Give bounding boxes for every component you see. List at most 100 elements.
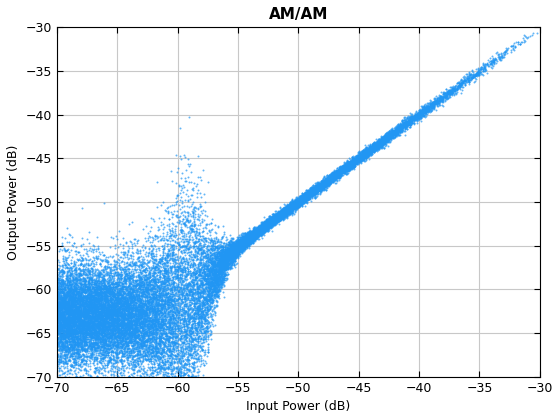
Point [323,176,332,183]
Point [300,194,309,201]
Point [108,340,117,347]
Point [183,310,192,317]
Point [62,248,71,255]
Point [148,296,157,303]
Point [375,139,384,146]
Point [323,178,332,185]
Point [174,367,183,373]
Point [84,290,93,297]
Point [104,320,113,327]
Point [221,270,230,276]
Point [224,257,233,263]
Point [108,281,116,287]
Point [102,284,111,290]
Point [147,307,156,313]
Point [402,118,410,125]
Point [365,146,374,153]
Point [296,195,305,202]
Point [198,360,207,367]
Point [144,246,153,252]
Point [97,303,106,310]
Point [101,304,110,310]
Point [177,290,186,297]
Point [255,227,264,234]
Point [73,307,82,314]
Point [189,243,198,249]
Point [66,341,74,347]
Point [264,220,273,226]
Point [146,308,155,315]
Point [74,323,83,330]
Point [80,348,89,354]
Point [360,149,369,155]
Point [70,276,79,283]
Point [54,364,63,371]
Point [150,316,158,323]
Point [122,328,131,335]
Point [120,342,129,349]
Point [267,219,276,226]
Point [125,304,134,310]
Point [100,298,109,304]
Point [118,291,127,297]
Point [395,130,404,137]
Point [96,358,105,365]
Point [107,254,116,260]
Point [90,343,99,349]
Point [84,285,93,291]
Point [116,340,125,347]
Point [138,320,147,327]
Point [157,323,166,330]
Point [265,218,274,225]
Point [125,273,134,280]
Point [188,378,197,384]
Point [378,140,387,147]
Point [160,313,169,320]
Point [277,210,286,217]
Point [399,121,408,128]
Point [63,329,72,336]
Point [58,315,67,322]
Point [140,352,149,358]
Point [132,329,141,336]
Point [362,146,371,153]
Point [104,288,113,295]
Point [298,196,307,202]
Point [55,312,64,318]
Point [208,289,217,295]
Point [99,252,108,259]
Point [165,346,174,353]
Point [246,232,255,239]
Point [142,318,151,324]
Point [297,197,306,203]
Point [310,188,319,194]
Point [136,286,145,293]
Point [146,365,155,372]
Point [171,378,180,384]
Point [253,232,262,239]
Point [97,306,106,313]
Point [245,239,254,245]
Point [202,276,211,283]
Point [73,282,82,289]
Point [150,289,158,296]
Point [213,275,222,281]
Point [222,248,231,255]
Point [487,59,496,66]
Point [241,240,250,247]
Point [335,166,344,173]
Point [100,284,109,290]
Point [66,321,74,328]
Point [363,151,372,158]
Point [106,326,115,333]
Point [213,260,222,267]
Point [168,250,177,257]
Point [226,255,235,262]
Point [454,82,463,89]
Point [111,284,120,290]
Point [175,378,184,384]
Point [63,283,72,290]
Point [361,149,370,156]
Point [185,249,194,255]
Point [232,243,241,249]
